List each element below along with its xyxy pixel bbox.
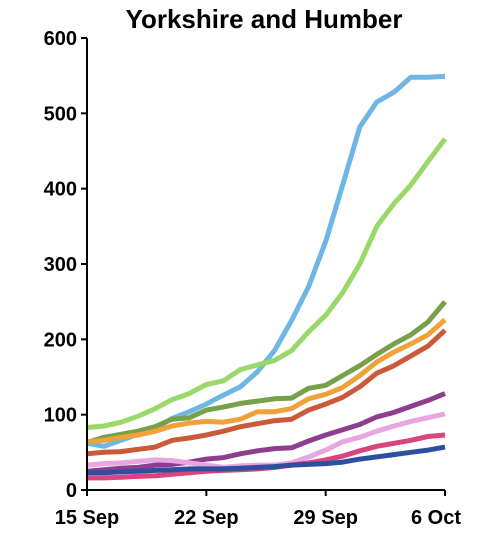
x-tick-label: 15 Sep [55, 507, 119, 529]
x-tick-label: 22 Sep [174, 507, 238, 529]
x-tick-label: 6 Oct [411, 507, 461, 529]
y-tick-label: 0 [66, 480, 77, 502]
chart-title: Yorkshire and Humber [126, 4, 403, 34]
y-tick-label: 500 [44, 103, 77, 125]
series-line-6 [86, 391, 446, 474]
y-tick-label: 600 [44, 28, 77, 50]
series-layer [86, 73, 447, 481]
series-line-5 [86, 328, 447, 457]
series-line-9 [87, 444, 446, 476]
series-line-3 [86, 300, 447, 445]
x-axis-ticks: 15 Sep 22 Sep 29 Sep 6 Oct [55, 490, 461, 529]
y-tick-label: 100 [44, 405, 77, 427]
y-tick-label: 200 [44, 329, 77, 351]
x-tick-label: 29 Sep [293, 507, 357, 529]
series-line-1 [86, 73, 446, 449]
y-tick-label: 400 [44, 179, 77, 201]
series-line-4 [86, 317, 447, 445]
series-line-2 [86, 137, 447, 430]
y-axis-ticks: 0 100 200 300 400 500 600 [44, 28, 87, 502]
y-tick-label: 300 [44, 254, 77, 276]
